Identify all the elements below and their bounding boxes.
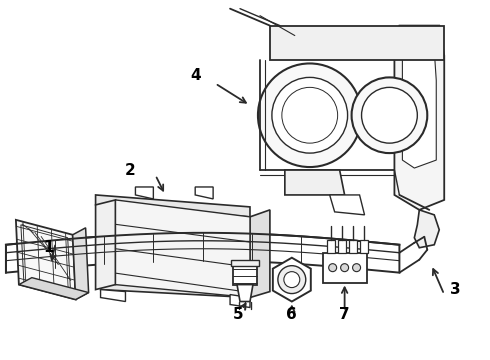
Polygon shape <box>394 26 444 210</box>
Polygon shape <box>338 240 345 253</box>
Text: 2: 2 <box>125 162 136 177</box>
Polygon shape <box>415 210 439 248</box>
Polygon shape <box>231 260 259 266</box>
Polygon shape <box>73 228 89 300</box>
Circle shape <box>341 264 348 272</box>
Circle shape <box>329 264 337 272</box>
Polygon shape <box>21 225 71 294</box>
Circle shape <box>284 272 300 288</box>
Text: 7: 7 <box>339 307 350 322</box>
Polygon shape <box>100 289 125 302</box>
Polygon shape <box>250 210 270 298</box>
Text: 5: 5 <box>233 307 244 322</box>
Polygon shape <box>16 220 75 300</box>
Polygon shape <box>96 195 250 217</box>
Polygon shape <box>285 170 344 195</box>
Circle shape <box>353 264 361 272</box>
Circle shape <box>278 266 306 293</box>
Polygon shape <box>19 278 89 300</box>
Polygon shape <box>96 200 116 289</box>
Polygon shape <box>233 262 257 285</box>
Polygon shape <box>323 253 367 283</box>
Polygon shape <box>116 200 250 298</box>
Polygon shape <box>135 187 153 199</box>
Polygon shape <box>327 240 335 253</box>
Polygon shape <box>330 195 365 215</box>
Circle shape <box>352 77 427 153</box>
Polygon shape <box>402 50 436 168</box>
Circle shape <box>272 77 347 153</box>
Polygon shape <box>195 187 213 199</box>
Polygon shape <box>230 294 250 307</box>
Text: 1: 1 <box>44 240 54 255</box>
Polygon shape <box>100 280 250 298</box>
Polygon shape <box>237 285 253 302</box>
Polygon shape <box>270 26 444 60</box>
Polygon shape <box>348 240 357 253</box>
Polygon shape <box>6 233 399 273</box>
Circle shape <box>282 87 338 143</box>
Text: 4: 4 <box>190 68 200 83</box>
Circle shape <box>258 63 362 167</box>
Circle shape <box>362 87 417 143</box>
Text: 3: 3 <box>450 282 461 297</box>
Text: 6: 6 <box>287 307 297 322</box>
Polygon shape <box>360 240 368 253</box>
Polygon shape <box>273 258 311 302</box>
